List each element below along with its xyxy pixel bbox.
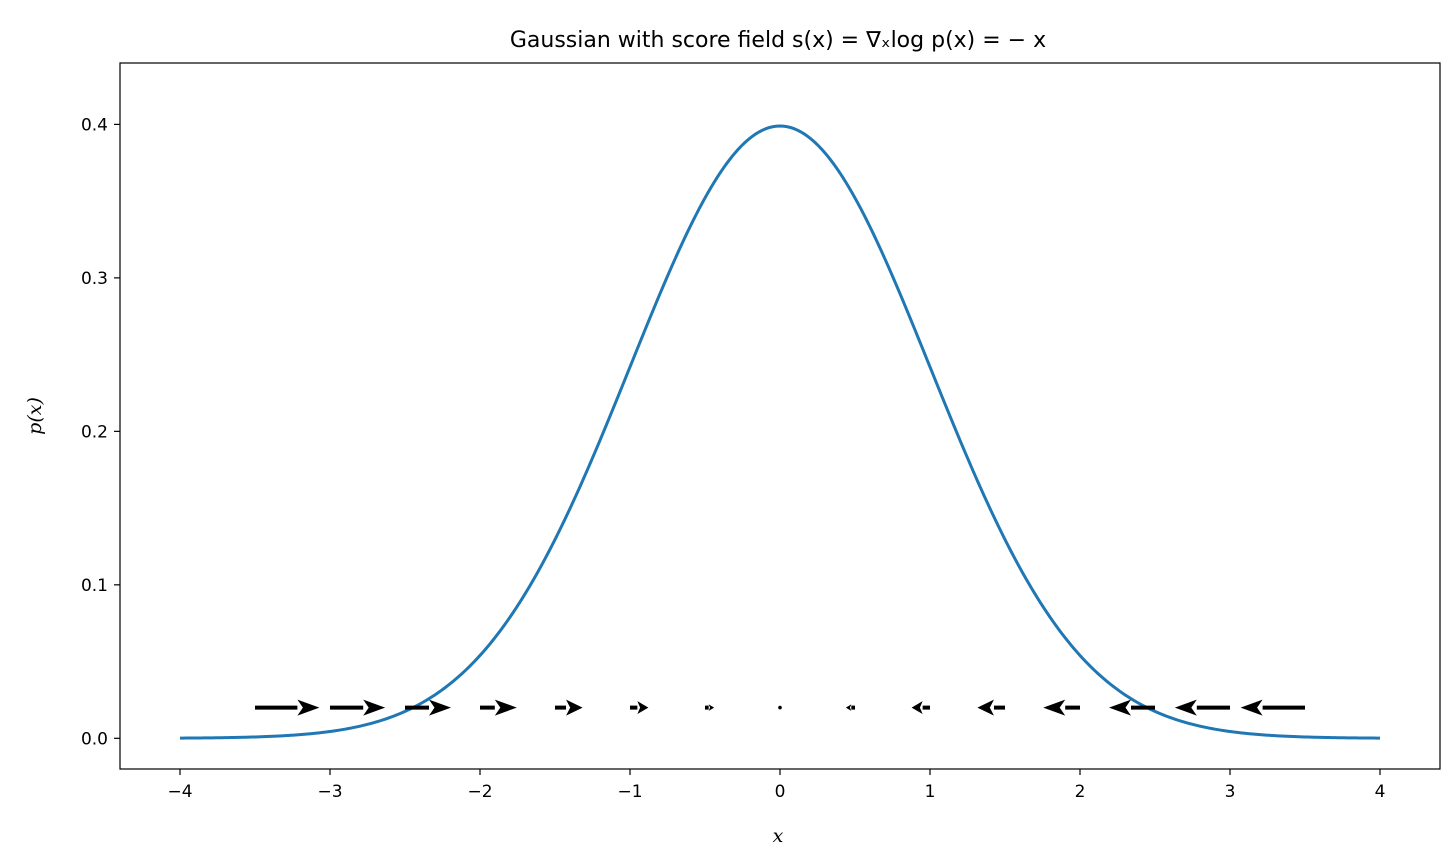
score-arrow	[911, 701, 930, 715]
y-axis-ticks: 0.0 0.1 0.2 0.3 0.4	[81, 115, 120, 749]
x-tick-label: −3	[317, 782, 342, 802]
score-arrow	[480, 699, 517, 716]
axes-frame	[119, 62, 1441, 770]
score-arrow	[977, 699, 1005, 716]
x-tick-label: −1	[617, 782, 642, 802]
score-arrow	[778, 705, 782, 710]
x-tick-label: 4	[1375, 782, 1386, 802]
x-tick-label: −2	[467, 782, 492, 802]
y-tick-label: 0.1	[81, 576, 108, 596]
score-arrow	[1043, 699, 1080, 716]
chart-title: Gaussian with score field s(x) = ∇ₓlog p…	[510, 28, 1046, 53]
score-arrow	[705, 704, 715, 711]
y-tick-label: 0.4	[81, 115, 108, 135]
y-tick-label: 0.3	[81, 269, 108, 289]
score-arrow	[630, 701, 649, 715]
score-arrow	[330, 699, 386, 716]
y-axis-label: p(x)	[24, 397, 46, 435]
x-axis-ticks: −4 −3 −2 −1 0 1 2 3 4	[167, 769, 1385, 802]
score-arrow	[1240, 699, 1305, 716]
y-tick-label: 0.0	[81, 729, 108, 749]
score-arrow	[1174, 699, 1230, 716]
score-arrow	[555, 699, 583, 716]
score-arrow	[1109, 699, 1155, 716]
x-tick-label: −4	[167, 782, 192, 802]
score-arrow	[255, 699, 320, 716]
plot-area	[179, 124, 1381, 740]
x-tick-label: 1	[925, 782, 936, 802]
score-arrow	[405, 699, 451, 716]
density-curve	[179, 124, 1381, 740]
x-tick-label: 2	[1075, 782, 1086, 802]
x-tick-label: 3	[1225, 782, 1236, 802]
x-axis-label: x	[773, 825, 784, 847]
x-tick-label: 0	[775, 782, 786, 802]
score-arrow	[845, 704, 855, 711]
y-tick-label: 0.2	[81, 422, 108, 442]
